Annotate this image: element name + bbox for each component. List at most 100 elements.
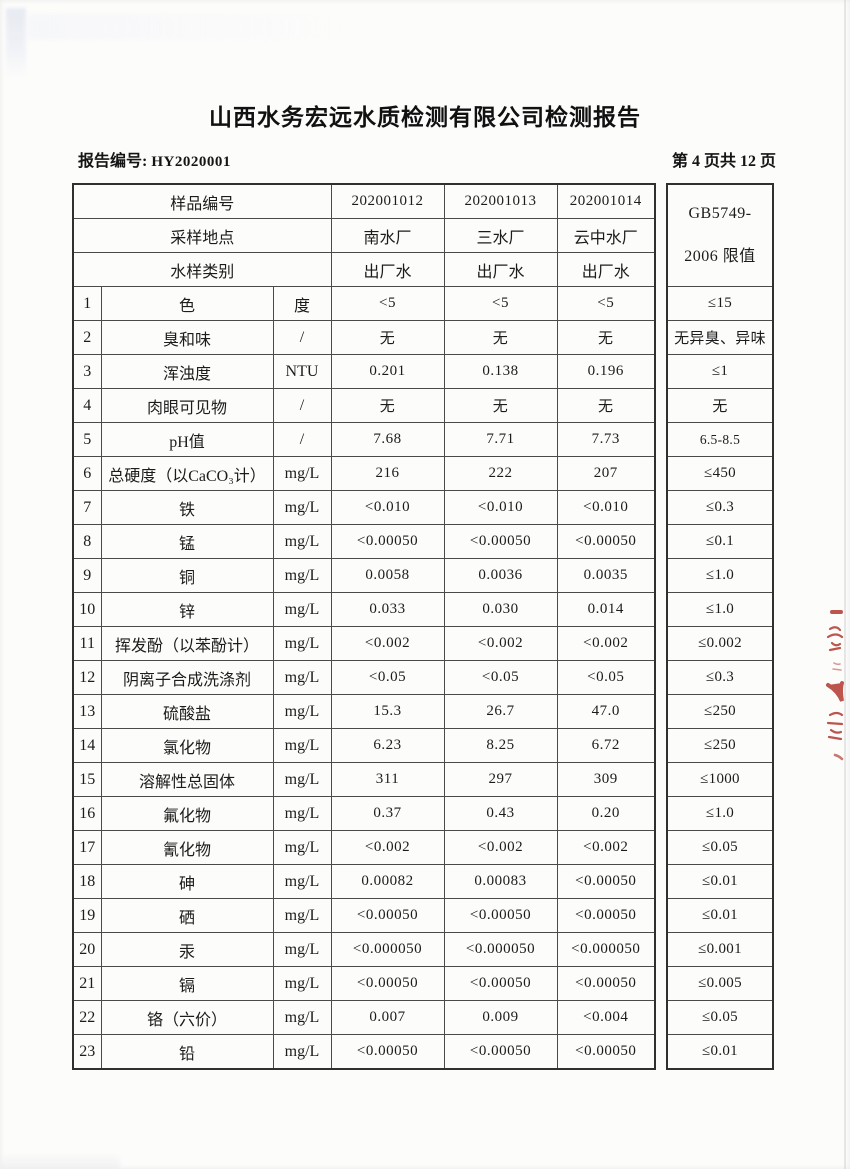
limit-value: 无 [668,388,772,422]
unit: mg/L [272,830,332,865]
value-sample-3: 47.0 [556,694,656,729]
parameter-name: pH值 [100,422,274,457]
scan-artifact [6,8,26,78]
value-sample-3: <0.00050 [556,524,656,559]
value-sample-2: 0.030 [443,592,558,627]
limit-value: ≤0.01 [668,864,772,898]
limit-value: ≤1.0 [668,558,772,592]
row-number: 5 [72,422,102,457]
table-row: 1 色度 <5 <5 <5 [72,286,656,321]
parameter-name: 阴离子合成洗涤剂 [100,660,274,695]
table-row: 10 锌 mg/L 0.033 0.030 0.014 [72,592,656,627]
table-row: 22 铬（六价） mg/L 0.007 0.009 <0.004 [72,1000,656,1035]
results-table: 样品编号 202001012 202001013 202001014 采样地点 … [72,183,656,1070]
value-sample-2: <0.00050 [443,524,558,559]
row-number: 1 [72,286,102,321]
limit-value: ≤0.05 [668,1000,772,1034]
sample-no-1: 202001012 [330,183,445,219]
main-table-body: 1 色度 <5 <5 <5 2 臭和味 / 无无无 3 浑浊度 NTU 0.201 0.138 0.196 4… [72,286,656,1070]
value-sample-3: <0.00050 [556,898,656,933]
limit-value: 无异臭、异味 [668,320,772,354]
value-sample-1: <0.00050 [330,1034,445,1070]
table-row: 2 臭和味 / 无无无 [72,320,656,355]
value-sample-2: 无 [443,388,558,423]
row-number: 7 [72,490,102,525]
row-number: 3 [72,354,102,389]
value-sample-1: 6.23 [330,728,445,763]
value-sample-1: <0.00050 [330,966,445,1001]
limit-value: ≤15 [668,286,772,320]
value-sample-1: 无 [330,388,445,423]
value-sample-3: <5 [556,286,656,321]
row-number: 4 [72,388,102,423]
row-number: 14 [72,728,102,763]
type-3: 出厂水 [556,252,656,287]
value-sample-2: <0.010 [443,490,558,525]
parameter-name: 镉 [100,966,274,1001]
parameter-name: 汞 [100,932,274,967]
parameter-name: 肉眼可见物 [100,388,274,423]
value-sample-1: 0.033 [330,592,445,627]
row-number: 23 [72,1034,102,1070]
value-sample-2: <0.00050 [443,1034,558,1070]
table-row: 7 铁 mg/L <0.010 <0.010 <0.010 [72,490,656,525]
table-row: 6 总硬度（以CaCO₃计） mg/L 216 222 207 [72,456,656,491]
limit-value: ≤0.01 [668,898,772,932]
limit-value: ≤0.05 [668,830,772,864]
parameter-name: 氟化物 [100,796,274,831]
value-sample-2: <0.00050 [443,898,558,933]
value-sample-1: 0.37 [330,796,445,831]
unit: mg/L [272,966,332,1001]
value-sample-2: 0.0036 [443,558,558,593]
value-sample-3: <0.00050 [556,966,656,1001]
value-sample-3: <0.000050 [556,932,656,967]
value-sample-1: 0.007 [330,1000,445,1035]
value-sample-2: <0.002 [443,626,558,661]
value-sample-1: 216 [330,456,445,491]
scan-artifact [28,14,358,40]
parameter-name: 硫酸盐 [100,694,274,729]
limit-value: ≤450 [668,456,772,490]
value-sample-2: 26.7 [443,694,558,729]
type-1: 出厂水 [330,252,445,287]
value-sample-3: <0.00050 [556,1034,656,1070]
value-sample-3: 6.72 [556,728,656,763]
value-sample-1: <0.002 [330,830,445,865]
value-sample-1: 0.201 [330,354,445,389]
parameter-name: 浑浊度 [100,354,274,389]
report-number-value: HY2020001 [151,154,231,170]
value-sample-1: 7.68 [330,422,445,457]
row-number: 12 [72,660,102,695]
location-1: 南水厂 [330,218,445,253]
value-sample-2: 8.25 [443,728,558,763]
value-sample-3: <0.00050 [556,864,656,899]
row-number: 20 [72,932,102,967]
parameter-name: 铬（六价） [100,1000,274,1035]
red-stamp-icon [826,610,844,761]
table-row: 13 硫酸盐 mg/L 15.3 26.7 47.0 [72,694,656,729]
table-row: 16 氟化物 mg/L 0.37 0.43 0.20 [72,796,656,831]
value-sample-1: <0.00050 [330,524,445,559]
table-row: 11 挥发酚（以苯酚计） mg/L <0.002 <0.002 <0.002 [72,626,656,661]
table-row: 3 浑浊度 NTU 0.201 0.138 0.196 [72,354,656,389]
page-title: 山西水务宏远水质检测有限公司检测报告 [209,105,641,130]
row-number: 2 [72,320,102,355]
value-sample-2: 0.009 [443,1000,558,1035]
value-sample-1: <5 [330,286,445,321]
parameter-name: 挥发酚（以苯酚计） [100,626,274,661]
unit: mg/L [272,1000,332,1035]
sample-no-3: 202001014 [556,183,656,219]
table-row: 4 肉眼可见物 / 无无无 [72,388,656,423]
value-sample-1: 15.3 [330,694,445,729]
unit: / [272,422,332,457]
report-number: 报告编号: HY2020001 [78,147,235,171]
parameter-name: 铜 [100,558,274,593]
value-sample-1: <0.000050 [330,932,445,967]
limit-header-line2: 2006 限值 [684,248,756,266]
parameter-name: 铅 [100,1034,274,1070]
unit: mg/L [272,898,332,933]
value-sample-2: 7.71 [443,422,558,457]
value-sample-1: <0.010 [330,490,445,525]
sample-no-2: 202001013 [443,183,558,219]
